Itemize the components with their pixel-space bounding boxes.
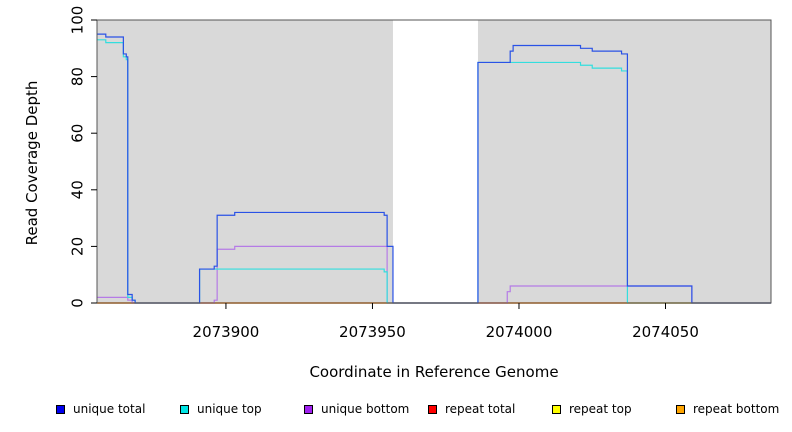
legend-label: repeat total — [445, 402, 516, 416]
legend: unique total unique top unique bottom repea… — [0, 398, 792, 420]
y-axis-title: Read Coverage Depth — [23, 81, 41, 246]
x-tick-label: 2073950 — [339, 323, 406, 341]
y-tick-label: 100 — [68, 6, 86, 35]
y-tick-label: 20 — [68, 237, 86, 256]
shaded-regions — [97, 20, 771, 303]
legend-swatch — [180, 404, 189, 414]
legend-item-repeat-total: repeat total — [428, 398, 515, 420]
y-tick-label: 80 — [68, 67, 86, 86]
series-line-unique-total — [97, 33, 771, 304]
legend-label: unique bottom — [321, 402, 410, 416]
legend-swatch — [304, 404, 313, 414]
x-axis: 2073900 2073950 2074000 2074050 — [193, 303, 699, 341]
legend-item-unique-total: unique total — [56, 398, 145, 420]
x-axis-title: Coordinate in Reference Genome — [309, 363, 558, 381]
x-tick-label: 2074000 — [486, 323, 553, 341]
legend-item-repeat-top: repeat top — [552, 398, 632, 420]
y-axis: 0 20 40 60 80 100 — [68, 6, 97, 308]
legend-swatch — [676, 404, 685, 414]
legend-label: repeat top — [569, 402, 632, 416]
y-tick-label: 0 — [68, 298, 86, 308]
legend-swatch — [552, 404, 561, 414]
shaded-region-1 — [97, 20, 393, 303]
plot-border — [96, 19, 772, 304]
legend-swatch — [56, 404, 65, 414]
legend-item-repeat-bottom: repeat bottom — [676, 398, 779, 420]
legend-swatch — [428, 404, 437, 414]
y-tick-label: 60 — [68, 124, 86, 143]
legend-item-unique-top: unique top — [180, 398, 262, 420]
shaded-region-2 — [477, 20, 771, 303]
legend-label: unique total — [73, 402, 146, 416]
legend-label: repeat bottom — [693, 402, 780, 416]
x-tick-label: 2074050 — [632, 323, 699, 341]
y-tick-label: 40 — [68, 180, 86, 199]
x-tick-label: 2073900 — [193, 323, 260, 341]
legend-item-unique-bottom: unique bottom — [304, 398, 409, 420]
legend-label: unique top — [197, 402, 262, 416]
